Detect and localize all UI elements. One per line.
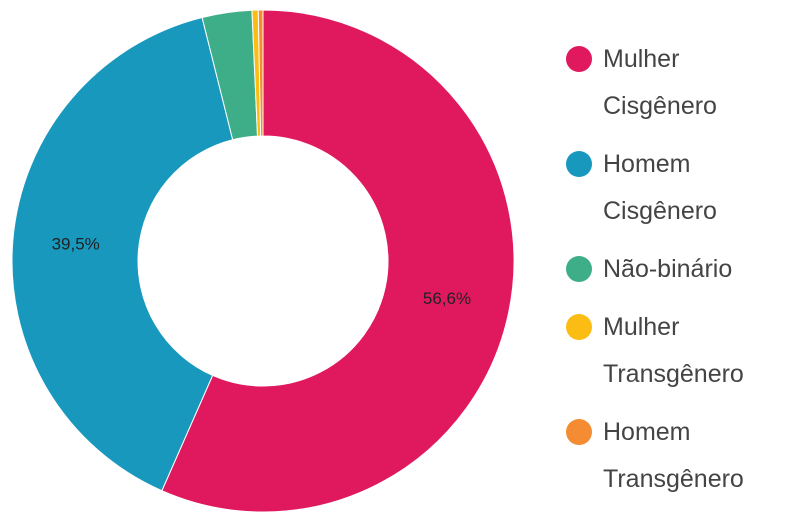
- legend-swatch: [566, 151, 592, 177]
- donut-slice: [257, 9, 264, 137]
- legend-item: Homem Cisgênero: [566, 141, 806, 235]
- legend-item: Homem Transgênero: [566, 409, 806, 503]
- legend-swatch: [566, 256, 592, 282]
- legend-label: Homem Transgênero: [603, 418, 744, 493]
- legend-item: Mulher Cisgênero: [566, 36, 806, 130]
- legend-label: Homem Cisgênero: [603, 150, 717, 225]
- legend-item: Mulher Transgênero: [566, 304, 806, 398]
- donut-slice: [11, 16, 234, 492]
- legend-swatch: [566, 419, 592, 445]
- value-label: 39,5%: [52, 235, 100, 254]
- legend: Mulher Cisgênero Homem Cisgênero Não-binár…: [566, 36, 806, 514]
- legend-label: Mulher Cisgênero: [603, 45, 717, 120]
- legend-swatch: [566, 46, 592, 72]
- chart: 56,6% 39,5%: [11, 9, 515, 512]
- legend-label: Não-binário: [603, 255, 733, 283]
- legend-label: Mulher Transgênero: [603, 313, 744, 388]
- legend-swatch: [566, 314, 592, 340]
- legend-item: Não-binário: [566, 246, 806, 293]
- value-label: 56,6%: [423, 289, 471, 308]
